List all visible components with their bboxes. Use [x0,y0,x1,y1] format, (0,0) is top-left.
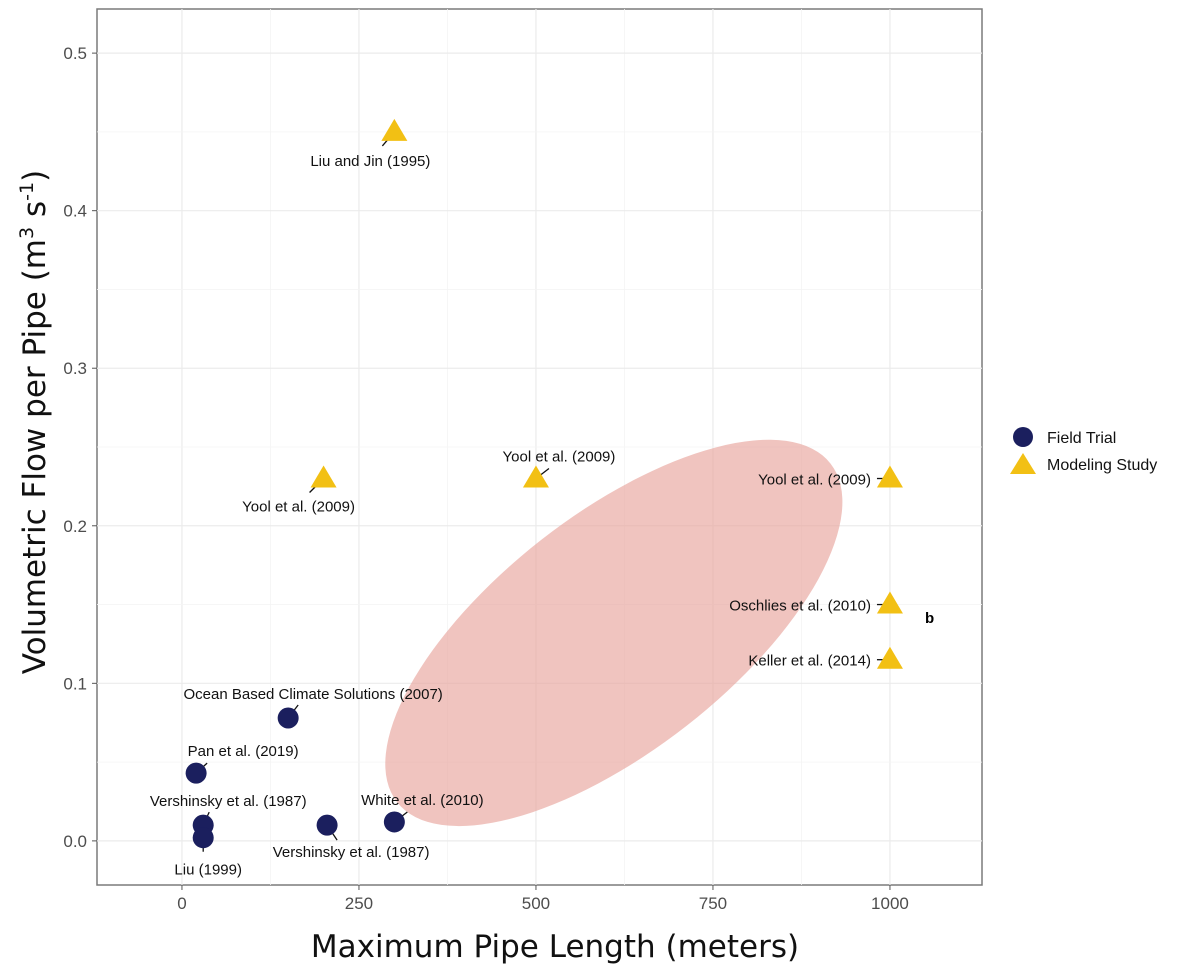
legend-field-trial-label: Field Trial [1047,430,1116,447]
point-label: Yool et al. (2009) [758,472,871,489]
y-tick-label: 0.2 [63,517,87,536]
y-tick-label: 0.3 [63,359,87,378]
y-axis-title-sup2: -1 [16,182,38,201]
x-tick-label: 250 [345,894,373,913]
y-axis-title-suffix: ) [17,170,53,182]
x-tick-label: 1000 [871,894,909,913]
point-label: Keller et al. (2014) [748,653,871,670]
point-label: White et al. (2010) [361,792,484,809]
point-label: Vershinsky et al. (1987) [273,844,430,861]
modeling-study-point [876,591,903,614]
modeling-study-point [876,646,903,669]
point-label: Liu (1999) [174,862,242,879]
y-axis-title-mid: s [17,201,53,227]
point-annotations: Pan et al. (2019) Ocean Based Climate Sol… [150,153,871,879]
modeling-study-point [310,465,337,488]
modeling-study-point [522,465,549,488]
legend-modeling-study-label: Modeling Study [1047,457,1157,474]
stray-letter: b [925,610,934,627]
point-label: Oschlies et al. (2010) [729,598,871,615]
legend: Field Trial Modeling Study [1010,427,1157,474]
y-tick-label: 0.0 [63,832,87,851]
legend-field-trial-marker [1013,427,1033,447]
highlight-region [385,439,843,827]
field-trial-point [383,811,405,833]
y-axis-title-prefix: Volumetric Flow per Pipe (m [17,239,53,674]
y-tick-label: 0.5 [63,44,87,63]
field-trial-point [185,762,207,784]
x-tick-label: 750 [699,894,727,913]
data-marks [185,118,903,849]
point-label: Vershinsky et al. (1987) [150,793,307,810]
point-label: Ocean Based Climate Solutions (2007) [184,686,443,703]
x-tick-label: 500 [522,894,550,913]
point-label: Pan et al. (2019) [188,743,299,760]
point-label: Yool et al. (2009) [503,449,616,466]
y-tick-label: 0.1 [63,674,87,693]
point-label: Yool et al. (2009) [242,499,355,516]
field-trial-point [316,814,338,836]
x-tick-label: 0 [177,894,186,913]
tick-labels: 0 250 500 750 1000 0.0 0.1 0.2 0.3 0.4 0.5 [63,44,909,913]
x-axis-title: Maximum Pipe Length (meters) [311,929,799,965]
field-trial-point [277,707,299,729]
y-axis-title-sup1: 3 [16,227,38,239]
modeling-study-point [381,118,408,141]
y-tick-label: 0.4 [63,202,87,221]
legend-modeling-study-marker [1010,453,1036,474]
field-trial-point [192,827,214,849]
point-label: Liu and Jin (1995) [310,153,430,170]
modeling-study-point [876,465,903,488]
y-axis-title: Volumetric Flow per Pipe (m3 s-1) [16,170,53,674]
